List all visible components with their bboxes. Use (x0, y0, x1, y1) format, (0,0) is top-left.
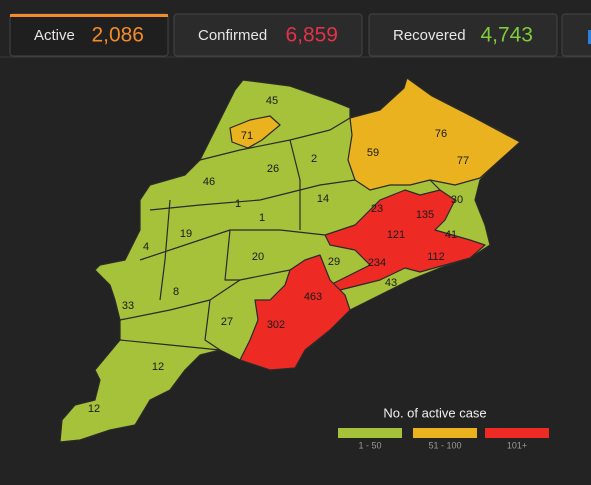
border (204, 299, 221, 351)
map (59, 77, 521, 443)
district-label: 76 (435, 128, 447, 140)
legend-swatch (413, 428, 477, 438)
tab[interactable]: Active 2,086 (9, 13, 169, 57)
tab-label: Active (34, 27, 75, 44)
border (429, 179, 441, 191)
tab-partial-accent (588, 30, 591, 44)
district-label: 77 (457, 155, 469, 167)
district-label: 59 (367, 147, 379, 159)
district-label: 12 (152, 361, 164, 373)
district-label: 41 (445, 229, 457, 241)
district-label: 71 (241, 130, 253, 142)
tab-partial[interactable] (561, 13, 591, 57)
legend-swatch (485, 428, 549, 438)
region-yellow-north (347, 77, 521, 191)
district-label: 4 (143, 241, 149, 253)
region-yellow-small (229, 115, 281, 149)
district-label: 463 (304, 291, 322, 303)
legend-swatch (338, 428, 402, 438)
region-red-east (324, 189, 486, 291)
district-borders (119, 117, 441, 351)
tab[interactable]: Recovered 4,743 (368, 13, 558, 57)
border (289, 139, 301, 230)
tab-value: 2,086 (91, 24, 144, 47)
tab-label: Confirmed (198, 27, 267, 44)
district-label: 1 (259, 212, 265, 224)
district-label: 8 (173, 286, 179, 298)
district-label: 27 (221, 316, 233, 328)
district-label: 302 (267, 319, 285, 331)
district-label: 234 (368, 257, 386, 269)
district-label: 135 (416, 209, 434, 221)
border (119, 339, 221, 351)
tab-box (368, 13, 558, 57)
border (224, 229, 240, 281)
district-label: 33 (122, 300, 134, 312)
tab-value: 6,859 (285, 24, 338, 47)
district-label: 1 (235, 198, 241, 210)
legend-label: 51 - 100 (428, 440, 461, 450)
district-label: 26 (267, 163, 279, 175)
region-red-south (239, 254, 351, 371)
legend-label: 101+ (507, 440, 527, 450)
tab-value: 4,743 (480, 24, 533, 47)
district-label: 20 (252, 251, 264, 263)
legend-title: No. of active case (383, 405, 486, 420)
district-label: 29 (328, 256, 340, 268)
border (159, 199, 171, 301)
district-label: 19 (180, 228, 192, 240)
district-label: 2 (311, 153, 317, 165)
tab-label: Recovered (393, 27, 466, 44)
district-label: 30 (451, 194, 463, 206)
border (149, 179, 356, 211)
tab-active-bar (10, 14, 168, 17)
district-label: 23 (371, 203, 383, 215)
district-label: 46 (203, 176, 215, 188)
legend-label: 1 - 50 (358, 440, 381, 450)
district-label: 112 (427, 251, 445, 263)
district-label: 45 (266, 95, 278, 107)
tab-box (173, 13, 363, 57)
district-label: 14 (317, 193, 329, 205)
district-label: 43 (385, 277, 397, 289)
district-label: 12 (88, 403, 100, 415)
tab[interactable]: Confirmed 6,859 (173, 13, 363, 57)
district-label: 121 (387, 229, 405, 241)
